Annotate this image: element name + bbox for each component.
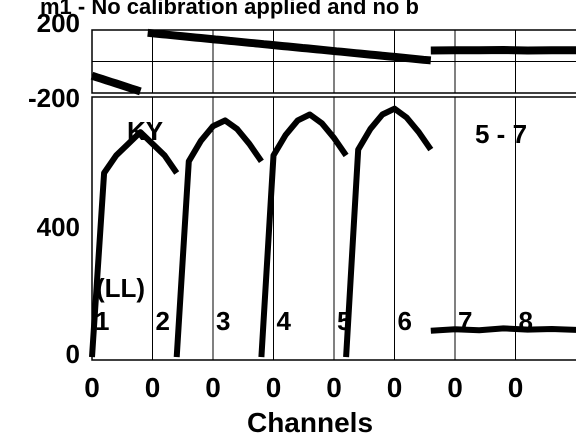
amplitude-frame	[91, 96, 576, 361]
x-tick-label: 0	[266, 372, 282, 403]
x-tick-label: 0	[84, 372, 100, 403]
channel-number-label: 4	[277, 306, 292, 336]
phase-y-tick-label: 200	[37, 8, 80, 38]
channel-number-label: 7	[458, 306, 472, 336]
amplitude-y-tick-label: 400	[37, 212, 80, 242]
amplitude-y-tick-label: 0	[66, 339, 80, 369]
x-tick-label: 0	[387, 372, 403, 403]
amplitude-series-line	[430, 325, 576, 334]
amplitude-series-line	[173, 117, 264, 358]
annotation-ll: (LL)	[96, 273, 145, 303]
x-tick-label: 0	[205, 372, 221, 403]
amplitude-panel	[89, 105, 576, 358]
x-axis-label: Channels	[247, 407, 373, 438]
x-tick-label: 0	[145, 372, 161, 403]
x-tick-label: 0	[326, 372, 342, 403]
phase-panel	[90, 28, 576, 96]
phase-series-line	[430, 46, 576, 55]
annotation-ky: KY	[127, 116, 163, 146]
x-tick-labels: 0 0 0 0 0 0 0 0	[84, 372, 523, 403]
amplitude-series-line	[258, 111, 349, 358]
phase-y-tick-label: -200	[28, 83, 80, 113]
y-tick-labels: 200 -200 400 0	[28, 8, 80, 369]
phase-series-line	[147, 28, 433, 65]
amplitude-series-line	[343, 105, 434, 358]
channel-number-label: 5	[337, 306, 351, 336]
channel-number-label: 3	[216, 306, 230, 336]
channel-number-label: 6	[398, 306, 412, 336]
channel-number-label: 8	[519, 306, 533, 336]
channel-number-label: 2	[156, 306, 170, 336]
annotation-range: 5 - 7	[475, 119, 527, 149]
annotations: KY (LL) 5 - 7 1 2 3 4 5 6 7 8	[95, 116, 533, 336]
chart-title: m1 - No calibration applied and no b	[40, 0, 419, 19]
grid-lines	[92, 30, 576, 360]
channel-number-label: 1	[95, 306, 109, 336]
phase-series-line	[90, 71, 142, 96]
x-tick-label: 0	[447, 372, 463, 403]
amplitude-series-line	[89, 129, 180, 358]
x-tick-label: 0	[508, 372, 524, 403]
